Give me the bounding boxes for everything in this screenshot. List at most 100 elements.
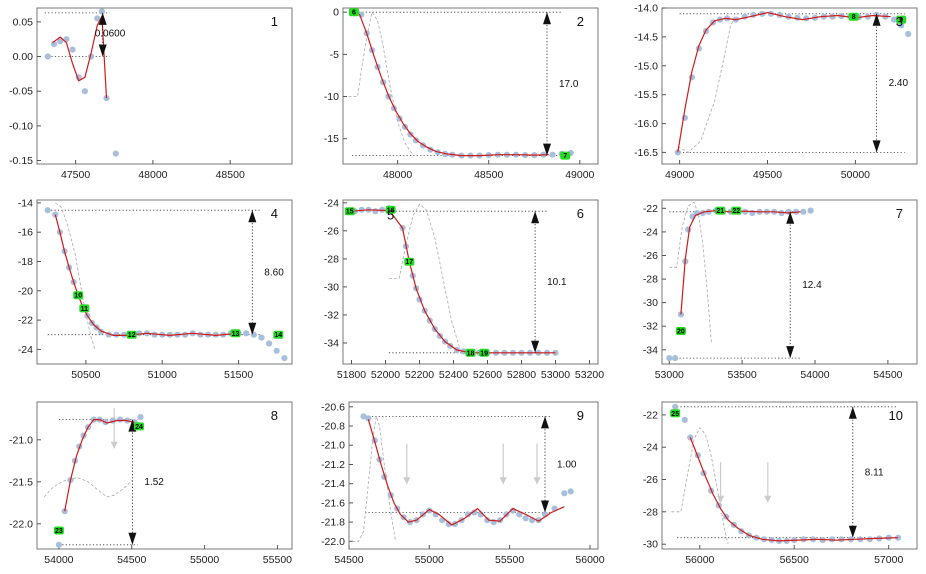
point-marker-label: 24 (135, 424, 143, 431)
guide-curve (43, 477, 133, 498)
data-point (197, 331, 204, 338)
amplitude-label: 12.4 (802, 280, 822, 291)
data-point (281, 355, 288, 362)
plot-frame (36, 199, 293, 365)
data-point (120, 331, 128, 338)
amplitude-label: 0.0600 (95, 29, 126, 40)
data-point (549, 151, 556, 158)
amplitude-label: 1.00 (557, 460, 577, 471)
x-tick-label: 51000 (148, 369, 177, 381)
arrowhead-up (786, 211, 795, 224)
data-point (136, 330, 143, 337)
y-tick-label: -18 (18, 256, 33, 268)
panel-number: 10 (889, 408, 903, 423)
data-point (681, 416, 688, 423)
data-point (535, 517, 542, 524)
panel-number: 3 (896, 14, 903, 29)
x-tick-label: 48000 (138, 169, 167, 181)
data-point (829, 13, 836, 20)
data-point (117, 416, 124, 423)
x-tick-label: 54500 (873, 369, 902, 381)
x-tick-label: 51500 (224, 369, 253, 381)
y-tick-label: -22.0 (9, 518, 33, 530)
y-tick-label: -24 (643, 226, 658, 238)
data-point (672, 355, 679, 362)
y-tick-label: 0.00 (13, 51, 34, 63)
x-tick-label: 51800 (337, 369, 366, 381)
y-tick-label: -28 (324, 253, 339, 265)
data-point (898, 22, 905, 29)
data-point (266, 340, 273, 347)
point-marker-label: 12 (128, 332, 136, 339)
arrowhead-down (128, 532, 137, 545)
panel-8: 54000 54500 55000 55500 -21.0 -21.5 -22.0 1.52 2… (9, 401, 293, 566)
y-tick-label: -15 (324, 133, 339, 145)
point-marker-label: 25 (671, 411, 679, 418)
x-tick-label: 56000 (685, 554, 714, 566)
amplitude-label: 8.60 (264, 268, 284, 279)
x-tick-label: 49000 (565, 169, 594, 181)
x-tick-label: 55000 (190, 554, 219, 566)
y-tick-label: -16 (18, 227, 33, 239)
x-tick-label: 55500 (263, 554, 292, 566)
guide-curve (388, 203, 461, 351)
fit-curve (64, 419, 135, 512)
data-point (69, 46, 76, 53)
guide-curve (348, 11, 413, 155)
point-marker-label: 21 (716, 208, 724, 215)
y-tick-label: 0 (333, 7, 339, 19)
x-tick-label: 52200 (405, 369, 434, 381)
guide-curve (352, 416, 396, 542)
y-tick-label: 0.05 (13, 16, 34, 28)
plot-frame (36, 7, 293, 165)
panel-number: 8 (271, 408, 278, 423)
point-marker (560, 151, 571, 160)
y-tick-label: -21.8 (321, 517, 345, 529)
data-point (866, 536, 873, 543)
data-point (360, 413, 367, 420)
data-point (828, 536, 836, 543)
panel-number: 9 (577, 408, 584, 423)
y-tick-label: -26 (643, 250, 658, 262)
panel-number-extra: 5 (387, 208, 394, 223)
point-marker-label: 13 (232, 331, 240, 338)
y-tick-label: -26 (324, 225, 339, 237)
y-tick-label: -22.0 (321, 536, 345, 548)
data-point (358, 11, 365, 18)
y-tick-label: -15.0 (634, 60, 658, 72)
data-point (113, 331, 120, 338)
point-marker (134, 422, 144, 431)
point-marker-label: 9 (899, 17, 903, 24)
y-tick-label: -26 (643, 474, 658, 486)
x-tick-label: 49000 (665, 169, 694, 181)
x-tick-label: 54000 (800, 369, 829, 381)
panel-4: 50500 51000 51500 -14 -16 -18 -20 -22 -24 8.60 10 1… (18, 197, 293, 381)
x-tick-label: 52800 (507, 369, 536, 381)
data-point (273, 347, 280, 354)
data-point (807, 207, 814, 214)
y-tick-label: -21.4 (321, 478, 345, 490)
data-point (365, 415, 372, 422)
y-tick-label: -32 (643, 321, 658, 333)
arrowhead-down (786, 346, 795, 359)
guide-curve (671, 427, 729, 545)
y-tick-label: -28 (643, 274, 658, 286)
panel-number: 7 (896, 206, 903, 221)
arrowhead-down (872, 140, 881, 153)
plot-frame (661, 7, 918, 165)
data-point (81, 88, 88, 95)
y-tick-label: -14.5 (634, 31, 658, 43)
data-point (98, 8, 105, 15)
data-point (243, 330, 250, 337)
data-point (432, 511, 439, 518)
panel-number: 1 (271, 14, 278, 29)
plot-frame (342, 199, 599, 365)
data-point (57, 38, 64, 45)
point-marker (715, 206, 726, 215)
plot-frame (36, 401, 293, 550)
y-tick-label: -0.10 (9, 120, 33, 132)
guide-curve (677, 19, 735, 153)
data-point (44, 207, 51, 214)
panel-number: 6 (577, 206, 584, 221)
panel-number: 2 (577, 14, 584, 29)
